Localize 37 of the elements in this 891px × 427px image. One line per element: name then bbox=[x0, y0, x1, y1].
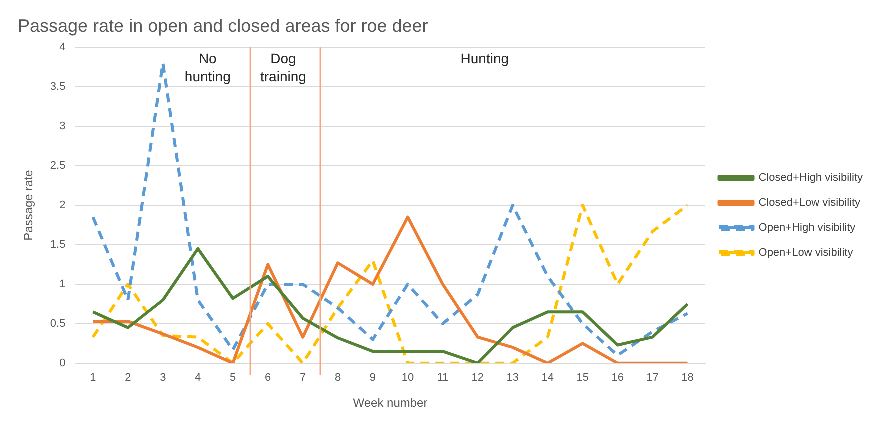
x-tick-label: 6 bbox=[265, 372, 272, 384]
y-tick-label: 0 bbox=[60, 357, 66, 370]
x-tick-label: 8 bbox=[334, 372, 342, 384]
y-tick-label: 4 bbox=[60, 42, 66, 54]
x-tick-label: 11 bbox=[437, 372, 449, 384]
y-tick-label: 0.5 bbox=[50, 318, 66, 330]
x-tick-label: 5 bbox=[230, 372, 236, 384]
legend-label: Open+High visibility bbox=[758, 222, 856, 234]
x-tick-label: 17 bbox=[646, 372, 659, 384]
legend-label: Open+Low visibility bbox=[758, 247, 854, 260]
legend-label: Closed+Low visibility bbox=[758, 197, 862, 210]
annotation: Dog training bbox=[260, 50, 306, 84]
y-axis-title: Passage rate bbox=[22, 170, 36, 241]
x-tick-label: 16 bbox=[612, 372, 624, 384]
y-tick-label: 2 bbox=[60, 200, 66, 212]
legend-label: Closed+High visibility bbox=[758, 172, 864, 184]
x-axis-title: Week number bbox=[353, 396, 428, 410]
x-tick-label: 4 bbox=[195, 372, 202, 384]
x-tick-label: 10 bbox=[402, 372, 414, 384]
y-tick-label: 3.5 bbox=[50, 81, 66, 94]
x-tick-label: 9 bbox=[370, 372, 376, 384]
annotation: No hunting bbox=[184, 50, 231, 84]
x-tick-label: 14 bbox=[542, 372, 554, 384]
x-tick-label: 13 bbox=[506, 372, 520, 384]
y-tick-label: 3 bbox=[60, 120, 66, 133]
y-tick-label: 1 bbox=[60, 278, 66, 290]
x-tick-label: 3 bbox=[160, 372, 166, 384]
chart-title: Passage rate in open and closed areas for roe deer bbox=[18, 16, 428, 36]
x-tick-label: 18 bbox=[682, 372, 694, 384]
x-tick-label: 2 bbox=[125, 372, 132, 384]
x-tick-label: 7 bbox=[300, 372, 306, 384]
x-tick-label: 15 bbox=[576, 372, 589, 384]
x-tick-label: 1 bbox=[90, 372, 96, 384]
x-tick-label: 12 bbox=[472, 372, 484, 384]
y-tick-label: 2.5 bbox=[50, 160, 66, 172]
y-tick-label: 1.5 bbox=[50, 239, 66, 252]
annotation: Hunting bbox=[460, 50, 510, 66]
